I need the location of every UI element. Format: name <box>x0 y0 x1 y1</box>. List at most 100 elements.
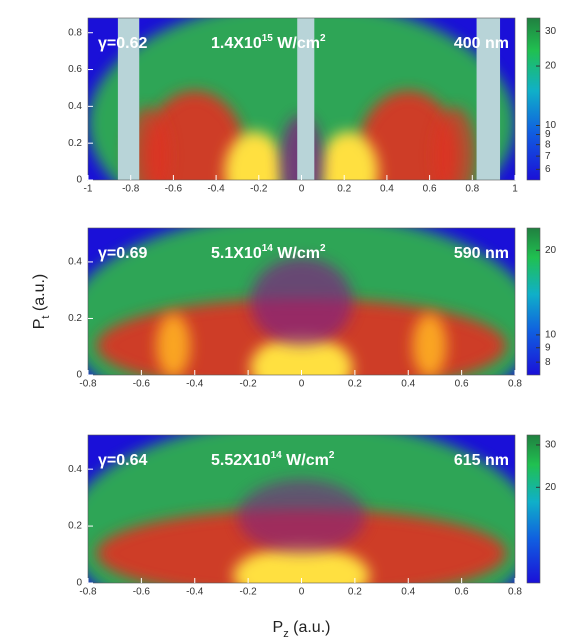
x-tick-label: 0.6 <box>423 184 437 195</box>
colorbar-tick-label: 10 <box>545 330 557 341</box>
x-tick-label: -0.2 <box>250 184 268 195</box>
colorbar-tick-label: 30 <box>545 26 557 37</box>
text-part: t <box>40 316 52 319</box>
gamma-label: γ=0.69 <box>98 245 147 262</box>
colorbar-tick-label: 30 <box>545 440 557 451</box>
x-tick-label: -1 <box>84 184 93 195</box>
x-tick-label: 1 <box>512 184 518 195</box>
heatmap-blob <box>156 313 191 375</box>
heatmap-blob <box>318 131 379 180</box>
x-tick-label: 0.2 <box>348 587 362 598</box>
x-tick-label: -0.2 <box>240 587 258 598</box>
intensity-label: 1.4X1015 W/cm2 <box>211 33 326 52</box>
gamma-label: γ=0.64 <box>98 452 147 469</box>
wavelength-label: 400 nm <box>454 35 509 52</box>
x-tick-label: -0.6 <box>133 587 151 598</box>
heatmap-blob <box>237 479 366 554</box>
heatmap-blob <box>143 90 246 180</box>
mask-bar <box>297 18 315 180</box>
text-part: (a.u.) <box>289 619 331 636</box>
text-part: 2 <box>320 33 326 44</box>
intensity-label: 5.52X1014 W/cm2 <box>211 450 335 469</box>
colorbar-tick-label: 20 <box>545 482 557 493</box>
y-tick-label: 0.2 <box>68 313 82 324</box>
x-tick-label: 0.8 <box>508 587 522 598</box>
heatmap <box>88 435 515 583</box>
text-part: 2 <box>329 450 335 461</box>
text-part: 1.4X10 <box>211 35 262 52</box>
text-part: W/cm <box>273 35 320 52</box>
colorbar-tick-label: 9 <box>545 342 551 353</box>
colorbar-tick-label: 7 <box>545 151 551 162</box>
mask-bar <box>476 18 501 180</box>
x-tick-label: -0.8 <box>79 587 97 598</box>
text-part: W/cm <box>282 452 329 469</box>
text-part: 2 <box>320 243 326 254</box>
x-tick-label: 0.4 <box>380 184 394 195</box>
colorbar-tick-label: 10 <box>545 120 557 131</box>
y-tick-label: 0.4 <box>68 101 82 112</box>
x-tick-label: -0.4 <box>186 379 204 390</box>
x-tick-label: -0.8 <box>122 184 140 195</box>
text-part: P <box>273 619 284 636</box>
wavelength-label: 615 nm <box>454 452 509 469</box>
y-tick-label: 0.2 <box>68 138 82 149</box>
x-tick-label: 0.4 <box>401 379 415 390</box>
mask-bar <box>117 18 140 180</box>
heatmap-blob <box>433 107 477 180</box>
text-part: W/cm <box>273 245 320 262</box>
colorbar-tick-label: 8 <box>545 357 551 368</box>
heatmap <box>88 18 515 180</box>
heatmap-blob <box>224 131 285 180</box>
heatmap <box>88 228 515 375</box>
colorbar <box>526 17 541 181</box>
heatmap-blob <box>412 313 447 375</box>
y-tick-label: 0 <box>76 175 82 186</box>
x-tick-label: 0.8 <box>465 184 479 195</box>
x-tick-label: 0.2 <box>348 379 362 390</box>
x-tick-label: 0.4 <box>401 587 415 598</box>
y-tick-label: 0 <box>76 370 82 381</box>
y-tick-label: 0.2 <box>68 521 82 532</box>
y-tick-label: 0 <box>76 578 82 589</box>
colorbar-tick-label: 8 <box>545 139 551 150</box>
wavelength-label: 590 nm <box>454 245 509 262</box>
x-tick-label: -0.6 <box>133 379 151 390</box>
colorbar-tick-label: 20 <box>545 61 557 72</box>
x-tick-label: -0.6 <box>165 184 183 195</box>
y-tick-label: 0.4 <box>68 257 82 268</box>
x-axis-label: Pz (a.u.) <box>273 619 331 640</box>
heatmap-blob <box>357 90 460 180</box>
text-part: 5.1X10 <box>211 245 262 262</box>
text-part: (a.u.) <box>31 274 48 316</box>
text-part: 15 <box>262 33 274 44</box>
text-part: 14 <box>271 450 283 461</box>
text-part: 5.52X10 <box>211 452 271 469</box>
x-tick-label: 0 <box>299 379 305 390</box>
y-tick-label: 0.4 <box>68 464 82 475</box>
colorbar-tick-label: 6 <box>545 164 551 175</box>
y-tick-label: 0.8 <box>68 27 82 38</box>
x-tick-label: 0.6 <box>455 587 469 598</box>
y-axis-label: Pt (a.u.) <box>31 274 52 330</box>
colorbar <box>526 434 541 584</box>
heatmap-blob <box>250 335 353 375</box>
x-tick-label: 0.6 <box>455 379 469 390</box>
heatmap-blob <box>250 257 353 346</box>
x-tick-label: 0.8 <box>508 379 522 390</box>
y-tick-label: 0.6 <box>68 64 82 75</box>
colorbar <box>526 227 541 376</box>
gamma-label: γ=0.62 <box>98 35 147 52</box>
x-tick-label: -0.4 <box>207 184 225 195</box>
heatmap-blob <box>233 546 370 583</box>
x-tick-label: -0.2 <box>240 379 258 390</box>
text-part: P <box>31 319 48 330</box>
x-tick-label: -0.4 <box>186 587 204 598</box>
x-tick-label: 0 <box>299 184 305 195</box>
text-part: 14 <box>262 243 274 254</box>
colorbar-tick-label: 9 <box>545 129 551 140</box>
x-tick-label: -0.8 <box>79 379 97 390</box>
intensity-label: 5.1X1014 W/cm2 <box>211 243 326 262</box>
x-tick-label: 0 <box>299 587 305 598</box>
